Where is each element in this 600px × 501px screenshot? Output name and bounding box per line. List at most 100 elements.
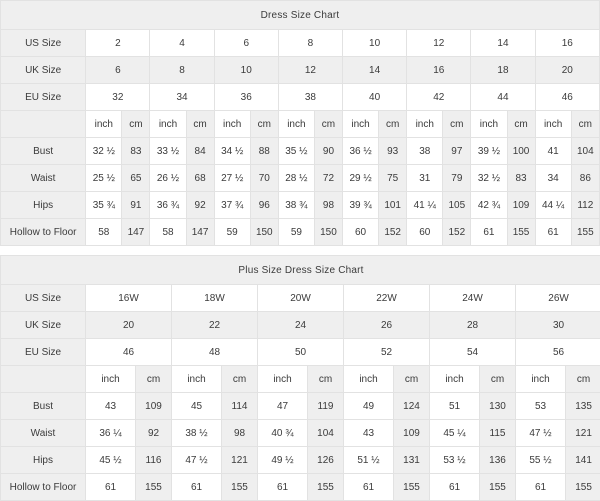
unit-header-cm-3: cm <box>314 111 342 138</box>
plus-cell-eu-size-2: 50 <box>258 339 344 366</box>
plus-cell-us-size-2: 20W <box>258 285 344 312</box>
plus-cell-waist-cm-3: 109 <box>394 420 430 447</box>
cell-hollow-inch-3: 59 <box>278 219 314 246</box>
cell-bust-cm-3: 90 <box>314 138 342 165</box>
cell-us-size-5: 12 <box>407 30 471 57</box>
cell-eu-size-2: 36 <box>214 84 278 111</box>
plus-unit-header-cm-2: cm <box>308 366 344 393</box>
unit-header-inch-1: inch <box>150 111 186 138</box>
plus-table-row-us-size: US Size 16W 18W 20W 22W 24W 26W <box>1 285 600 312</box>
plus-unit-header-cm-0: cm <box>136 366 172 393</box>
plus-cell-waist-inch-0: 36 ¼ <box>86 420 136 447</box>
unit-header-cm-1: cm <box>186 111 214 138</box>
cell-waist-inch-3: 28 ½ <box>278 165 314 192</box>
unit-header-inch-4: inch <box>343 111 379 138</box>
size-chart-page: Dress Size Chart US Size 2 4 6 8 10 12 1… <box>0 0 600 481</box>
cell-bust-inch-2: 34 ½ <box>214 138 250 165</box>
cell-hips-inch-1: 36 ¾ <box>150 192 186 219</box>
cell-eu-size-1: 34 <box>150 84 214 111</box>
plus-unit-header-inch-0: inch <box>86 366 136 393</box>
cell-us-size-2: 6 <box>214 30 278 57</box>
plus-cell-hollow-cm-3: 155 <box>394 474 430 501</box>
plus-cell-bust-inch-4: 51 <box>430 393 480 420</box>
cell-waist-cm-5: 79 <box>443 165 471 192</box>
plus-cell-hips-cm-0: 116 <box>136 447 172 474</box>
cell-hips-inch-5: 41 ¼ <box>407 192 443 219</box>
plus-unit-header-cm-1: cm <box>222 366 258 393</box>
cell-hips-cm-2: 96 <box>250 192 278 219</box>
cell-waist-cm-3: 72 <box>314 165 342 192</box>
plus-cell-hips-cm-1: 121 <box>222 447 258 474</box>
cell-bust-cm-6: 100 <box>507 138 535 165</box>
row-label-bust: Bust <box>1 138 86 165</box>
chart-title-row: Dress Size Chart <box>1 1 600 30</box>
cell-bust-inch-6: 39 ½ <box>471 138 507 165</box>
cell-waist-cm-4: 75 <box>379 165 407 192</box>
plus-cell-hollow-cm-5: 155 <box>566 474 600 501</box>
plus-table-row-hollow-to-floor: Hollow to Floor 61 155 61 155 61 155 61 … <box>1 474 600 501</box>
cell-hips-cm-4: 101 <box>379 192 407 219</box>
cell-bust-inch-3: 35 ½ <box>278 138 314 165</box>
plus-cell-bust-inch-3: 49 <box>344 393 394 420</box>
cell-hollow-inch-7: 61 <box>535 219 571 246</box>
plus-row-label-hips: Hips <box>1 447 86 474</box>
unit-header-inch-0: inch <box>86 111 122 138</box>
cell-hips-cm-0: 91 <box>122 192 150 219</box>
cell-hips-cm-5: 105 <box>443 192 471 219</box>
plus-unit-header-cm-5: cm <box>566 366 600 393</box>
plus-cell-hips-cm-2: 126 <box>308 447 344 474</box>
plus-cell-hips-cm-5: 141 <box>566 447 600 474</box>
row-label-eu-size: EU Size <box>1 84 86 111</box>
unit-header-inch-5: inch <box>407 111 443 138</box>
cell-uk-size-0: 6 <box>86 57 150 84</box>
plus-cell-uk-size-1: 22 <box>172 312 258 339</box>
plus-table-row-bust: Bust 43 109 45 114 47 119 49 124 51 130 … <box>1 393 600 420</box>
dress-size-chart-block: Dress Size Chart US Size 2 4 6 8 10 12 1… <box>0 0 600 246</box>
cell-bust-cm-5: 97 <box>443 138 471 165</box>
cell-hollow-cm-6: 155 <box>507 219 535 246</box>
plus-cell-bust-cm-4: 130 <box>480 393 516 420</box>
plus-cell-hollow-inch-0: 61 <box>86 474 136 501</box>
cell-hips-inch-4: 39 ¾ <box>343 192 379 219</box>
cell-bust-inch-7: 41 <box>535 138 571 165</box>
unit-header-inch-2: inch <box>214 111 250 138</box>
cell-waist-inch-4: 29 ½ <box>343 165 379 192</box>
cell-hollow-inch-0: 58 <box>86 219 122 246</box>
cell-eu-size-6: 44 <box>471 84 535 111</box>
cell-hips-cm-6: 109 <box>507 192 535 219</box>
cell-hollow-cm-4: 152 <box>379 219 407 246</box>
table-row-units: inch cm inch cm inch cm inch cm inch cm … <box>1 111 600 138</box>
plus-table-row-eu-size: EU Size 46 48 50 52 54 56 <box>1 339 600 366</box>
row-label-waist: Waist <box>1 165 86 192</box>
cell-bust-inch-4: 36 ½ <box>343 138 379 165</box>
plus-table-row-waist: Waist 36 ¼ 92 38 ½ 98 40 ¾ 104 43 109 45… <box>1 420 600 447</box>
plus-cell-us-size-1: 18W <box>172 285 258 312</box>
plus-cell-waist-cm-4: 115 <box>480 420 516 447</box>
plus-cell-waist-cm-5: 121 <box>566 420 600 447</box>
plus-row-label-units <box>1 366 86 393</box>
table-row-hollow-to-floor: Hollow to Floor 58 147 58 147 59 150 59 … <box>1 219 600 246</box>
table-separator <box>0 246 600 255</box>
plus-cell-uk-size-4: 28 <box>430 312 516 339</box>
cell-hollow-inch-2: 59 <box>214 219 250 246</box>
plus-cell-hollow-inch-2: 61 <box>258 474 308 501</box>
cell-uk-size-1: 8 <box>150 57 214 84</box>
cell-hollow-cm-0: 147 <box>122 219 150 246</box>
cell-hollow-inch-6: 61 <box>471 219 507 246</box>
cell-hips-cm-3: 98 <box>314 192 342 219</box>
plus-row-label-bust: Bust <box>1 393 86 420</box>
plus-cell-waist-inch-5: 47 ½ <box>516 420 566 447</box>
plus-cell-bust-cm-5: 135 <box>566 393 600 420</box>
cell-bust-cm-2: 88 <box>250 138 278 165</box>
plus-cell-eu-size-0: 46 <box>86 339 172 366</box>
unit-header-cm-6: cm <box>507 111 535 138</box>
plus-cell-us-size-0: 16W <box>86 285 172 312</box>
plus-cell-bust-inch-0: 43 <box>86 393 136 420</box>
plus-unit-header-inch-1: inch <box>172 366 222 393</box>
cell-hollow-cm-7: 155 <box>571 219 599 246</box>
plus-cell-uk-size-2: 24 <box>258 312 344 339</box>
cell-uk-size-3: 12 <box>278 57 342 84</box>
plus-unit-header-cm-3: cm <box>394 366 430 393</box>
cell-waist-inch-6: 32 ½ <box>471 165 507 192</box>
plus-cell-hollow-inch-5: 61 <box>516 474 566 501</box>
